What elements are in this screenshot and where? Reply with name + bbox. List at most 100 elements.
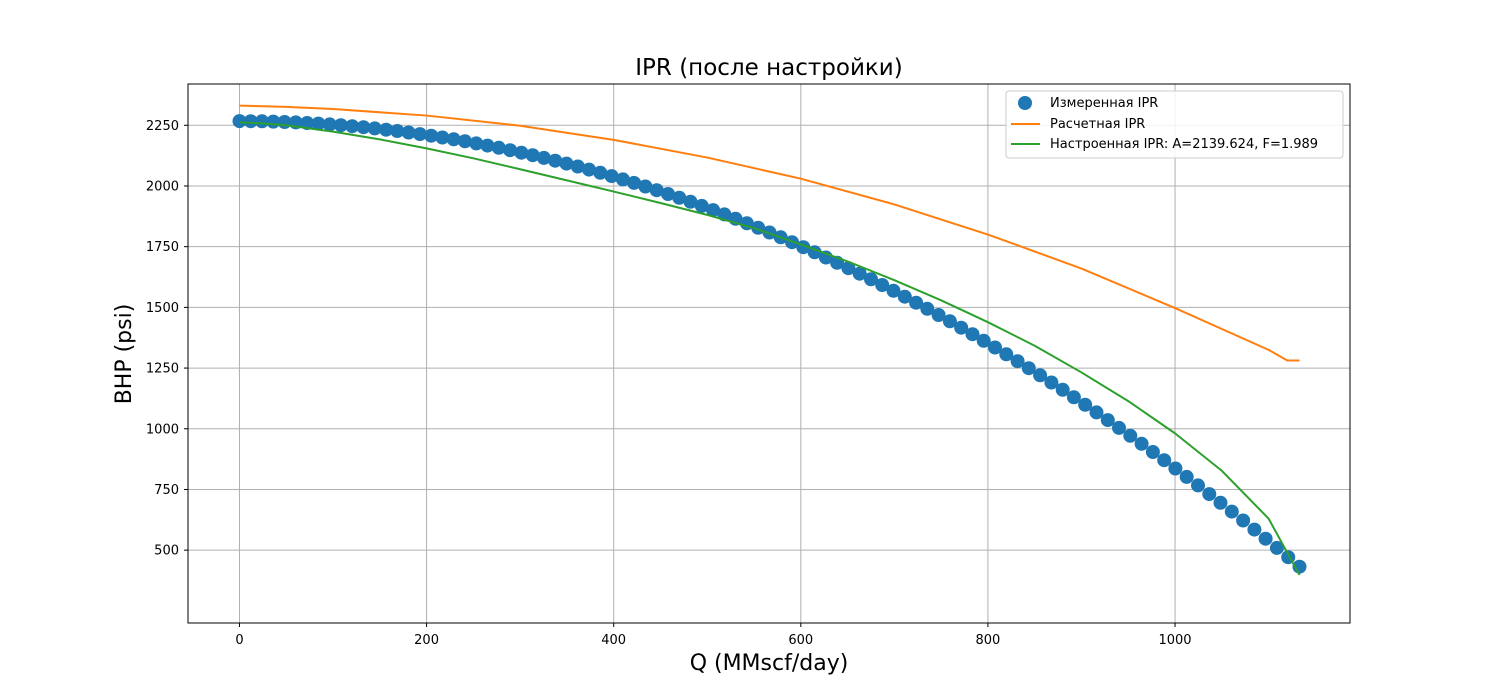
measured-point xyxy=(243,114,258,129)
measured-point xyxy=(1202,487,1217,502)
measured-point xyxy=(1269,540,1284,555)
measured-point xyxy=(1247,522,1262,537)
measured-point xyxy=(1123,428,1138,443)
measured-point xyxy=(525,148,540,163)
measured-point xyxy=(503,143,518,158)
measured-point xyxy=(1191,478,1205,493)
y-tick-label: 1250 xyxy=(146,362,179,377)
measured-point xyxy=(604,169,619,184)
measured-point xyxy=(909,295,924,310)
measured-point xyxy=(661,187,675,201)
measured-point xyxy=(480,138,495,153)
legend: Измеренная IPR Расчетная IPR Настроенная… xyxy=(1005,90,1344,159)
measured-point xyxy=(1236,513,1251,528)
measured-point xyxy=(1089,405,1104,420)
legend-label-measured: Измеренная IPR xyxy=(1050,96,1158,111)
measured-point xyxy=(232,114,247,129)
chart-title: IPR (после настройки) xyxy=(635,55,902,81)
measured-point xyxy=(435,130,450,145)
measured-point xyxy=(1112,420,1126,435)
y-tick-label: 2250 xyxy=(146,119,179,134)
y-tick-label: 1000 xyxy=(146,422,179,437)
measured-point xyxy=(638,179,653,194)
measured-point xyxy=(1044,375,1059,390)
measured-point xyxy=(683,194,698,209)
measured-point xyxy=(864,272,878,287)
measured-point xyxy=(841,261,856,276)
measured-point xyxy=(255,114,269,129)
y-tick-label: 1500 xyxy=(146,301,179,316)
measured-point xyxy=(897,289,912,304)
measured-point xyxy=(965,327,980,342)
measured-point xyxy=(1078,397,1093,412)
legend-label-tuned: Настроенная IPR: A=2139.624, F=1.989 xyxy=(1050,137,1318,152)
measured-point xyxy=(379,122,394,137)
legend-label-calculated: Расчетная IPR xyxy=(1050,117,1145,132)
x-tick-label: 400 xyxy=(601,633,626,648)
measured-point xyxy=(570,159,585,174)
measured-point xyxy=(1224,504,1239,519)
measured-point xyxy=(458,134,472,149)
tuned-ipr-line xyxy=(239,121,1301,576)
measured-point xyxy=(649,183,664,198)
measured-point xyxy=(1145,445,1160,459)
measured-point xyxy=(762,225,777,240)
measured-point xyxy=(401,125,416,140)
y-tick-label: 2000 xyxy=(146,179,179,194)
measured-point xyxy=(1179,469,1194,484)
measured-point xyxy=(548,153,563,168)
plot-series xyxy=(232,104,1307,576)
x-tick-label: 200 xyxy=(414,633,439,648)
measured-point xyxy=(322,117,337,132)
measured-point xyxy=(1134,436,1149,451)
y-tick-label: 500 xyxy=(154,544,179,559)
measured-point xyxy=(942,314,957,329)
measured-point xyxy=(412,127,427,142)
measured-point xyxy=(672,190,687,205)
measured-point xyxy=(1055,382,1070,397)
measured-point xyxy=(446,132,461,147)
x-tick-label: 600 xyxy=(788,633,813,648)
measured-point xyxy=(706,203,721,218)
measured-point xyxy=(333,118,348,133)
plot-frame xyxy=(187,83,1351,624)
measured-point xyxy=(988,340,1002,355)
measured-point xyxy=(356,120,371,135)
measured-point xyxy=(615,172,630,187)
measured-point xyxy=(536,150,551,165)
measured-point xyxy=(311,116,326,131)
measured-point xyxy=(1021,361,1036,376)
x-tick-label: 0 xyxy=(235,633,243,648)
measured-point xyxy=(582,162,596,177)
measured-point xyxy=(920,301,935,316)
measured-point xyxy=(976,333,991,348)
measured-point xyxy=(1100,413,1115,428)
measured-point xyxy=(1066,390,1081,405)
y-axis-label: BHP (psi) xyxy=(112,304,137,405)
measured-point xyxy=(931,308,946,322)
legend-marker-measured xyxy=(1018,96,1032,110)
measured-point xyxy=(1168,461,1183,476)
measured-point xyxy=(514,145,529,160)
measured-point xyxy=(491,140,506,155)
axis-ticks: 0 200 400 600 800 1000 500 750 1000 1250 1500 1750 2… xyxy=(146,119,1192,648)
calculated-ipr-line xyxy=(239,104,1300,362)
measured-point xyxy=(469,136,484,151)
measured-point xyxy=(300,116,315,130)
measured-point xyxy=(390,124,405,138)
measured-point xyxy=(852,266,867,281)
x-axis-label: Q (MMscf/day) xyxy=(690,651,849,676)
measured-point xyxy=(886,283,901,298)
measured-point xyxy=(694,198,709,213)
measured-point xyxy=(1157,453,1172,468)
measured-point xyxy=(1213,495,1228,510)
measured-point xyxy=(559,156,574,171)
measured-point xyxy=(367,121,382,136)
x-tick-label: 1000 xyxy=(1158,633,1191,648)
measured-point xyxy=(627,175,642,190)
measured-point xyxy=(424,128,439,143)
measured-point xyxy=(999,347,1014,362)
measured-point xyxy=(875,278,890,292)
measured-point xyxy=(345,119,360,134)
